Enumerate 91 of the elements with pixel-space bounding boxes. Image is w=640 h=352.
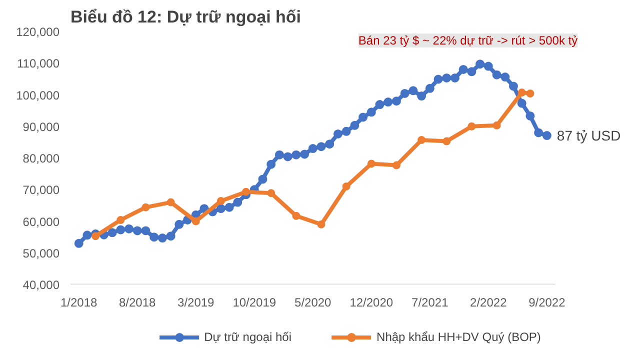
point [400, 88, 410, 98]
point [74, 238, 84, 248]
y-tick-label: 40,000 [22, 278, 60, 292]
y-tick-label: 80,000 [22, 152, 60, 166]
point [124, 224, 134, 234]
point [242, 188, 250, 196]
annotation: Bán 23 tỷ $ ~ 22% dự trữ -> rút > 500k tỷ [358, 34, 578, 48]
y-tick-label: 100,000 [16, 88, 60, 102]
point [542, 131, 552, 140]
point [233, 198, 242, 207]
point [492, 70, 502, 80]
y-tick-label: 60,000 [22, 214, 60, 229]
point [384, 98, 393, 107]
point [408, 86, 418, 96]
x-tick-label: 1/2018 [60, 296, 98, 310]
x-tick-label: 8/2018 [119, 296, 156, 310]
point [216, 197, 225, 206]
point [518, 88, 526, 97]
x-tick-label: 9/2022 [528, 296, 566, 310]
point [366, 108, 376, 117]
point [417, 92, 426, 101]
point [342, 126, 351, 136]
point [292, 150, 301, 160]
y-tick-label: 90,000 [22, 120, 60, 134]
point [425, 84, 434, 93]
x-tick-label: 12/2020 [350, 296, 394, 310]
y-tick-label: 120,000 [16, 25, 60, 39]
point [274, 150, 284, 160]
point [476, 60, 485, 69]
legend-label: Dự trữ ngoại hối [204, 330, 292, 344]
point [375, 100, 384, 110]
point [500, 72, 510, 82]
point [292, 212, 300, 220]
x-tick-label: 2/2022 [470, 296, 508, 310]
point [158, 234, 167, 243]
point [442, 73, 452, 82]
y-tick-label: 50,000 [22, 246, 60, 260]
point [358, 112, 368, 122]
point [308, 144, 318, 154]
x-tick-label: 7/2021 [412, 296, 449, 310]
point [450, 73, 460, 82]
point [458, 64, 468, 74]
point [150, 232, 159, 242]
point [192, 217, 200, 226]
point [82, 230, 92, 240]
point [174, 220, 184, 229]
point [333, 129, 342, 138]
point [216, 204, 226, 214]
point [367, 160, 376, 168]
point [224, 202, 234, 212]
y-tick-label: 110,000 [17, 56, 60, 71]
point [166, 198, 175, 206]
point [492, 121, 501, 130]
x-tick-label: 10/2019 [232, 296, 276, 310]
point [526, 89, 534, 98]
point [392, 96, 401, 106]
point [517, 98, 526, 108]
chart-title: Biểu đồ 12: Dự trữ ngoại hối [70, 8, 302, 26]
point [258, 174, 268, 184]
point [467, 67, 476, 76]
point [166, 232, 176, 241]
x-tick-label: 5/2020 [294, 296, 332, 310]
point [300, 150, 310, 159]
point [116, 225, 126, 234]
point [283, 152, 292, 162]
point [116, 216, 125, 224]
point [92, 232, 100, 240]
point [132, 226, 142, 236]
point [141, 226, 150, 236]
legend-label: Nhập khẩu HH+DV Quý (BOP) [376, 330, 541, 344]
point [108, 228, 117, 238]
point [142, 203, 150, 212]
point [484, 62, 493, 71]
annotation: 87 tỷ USD [556, 128, 621, 144]
point [316, 142, 326, 152]
point [508, 82, 518, 91]
point [325, 140, 334, 149]
point [534, 128, 544, 138]
y-tick-label: 70,000 [22, 183, 60, 198]
point [350, 120, 360, 130]
point [434, 74, 443, 84]
point [342, 182, 350, 190]
point [526, 111, 535, 120]
point [267, 189, 276, 198]
point [392, 161, 400, 170]
x-tick-label: 3/2019 [178, 296, 215, 310]
point [317, 220, 326, 228]
point [468, 122, 476, 130]
point [266, 160, 276, 169]
point [442, 137, 451, 146]
point [418, 136, 426, 144]
